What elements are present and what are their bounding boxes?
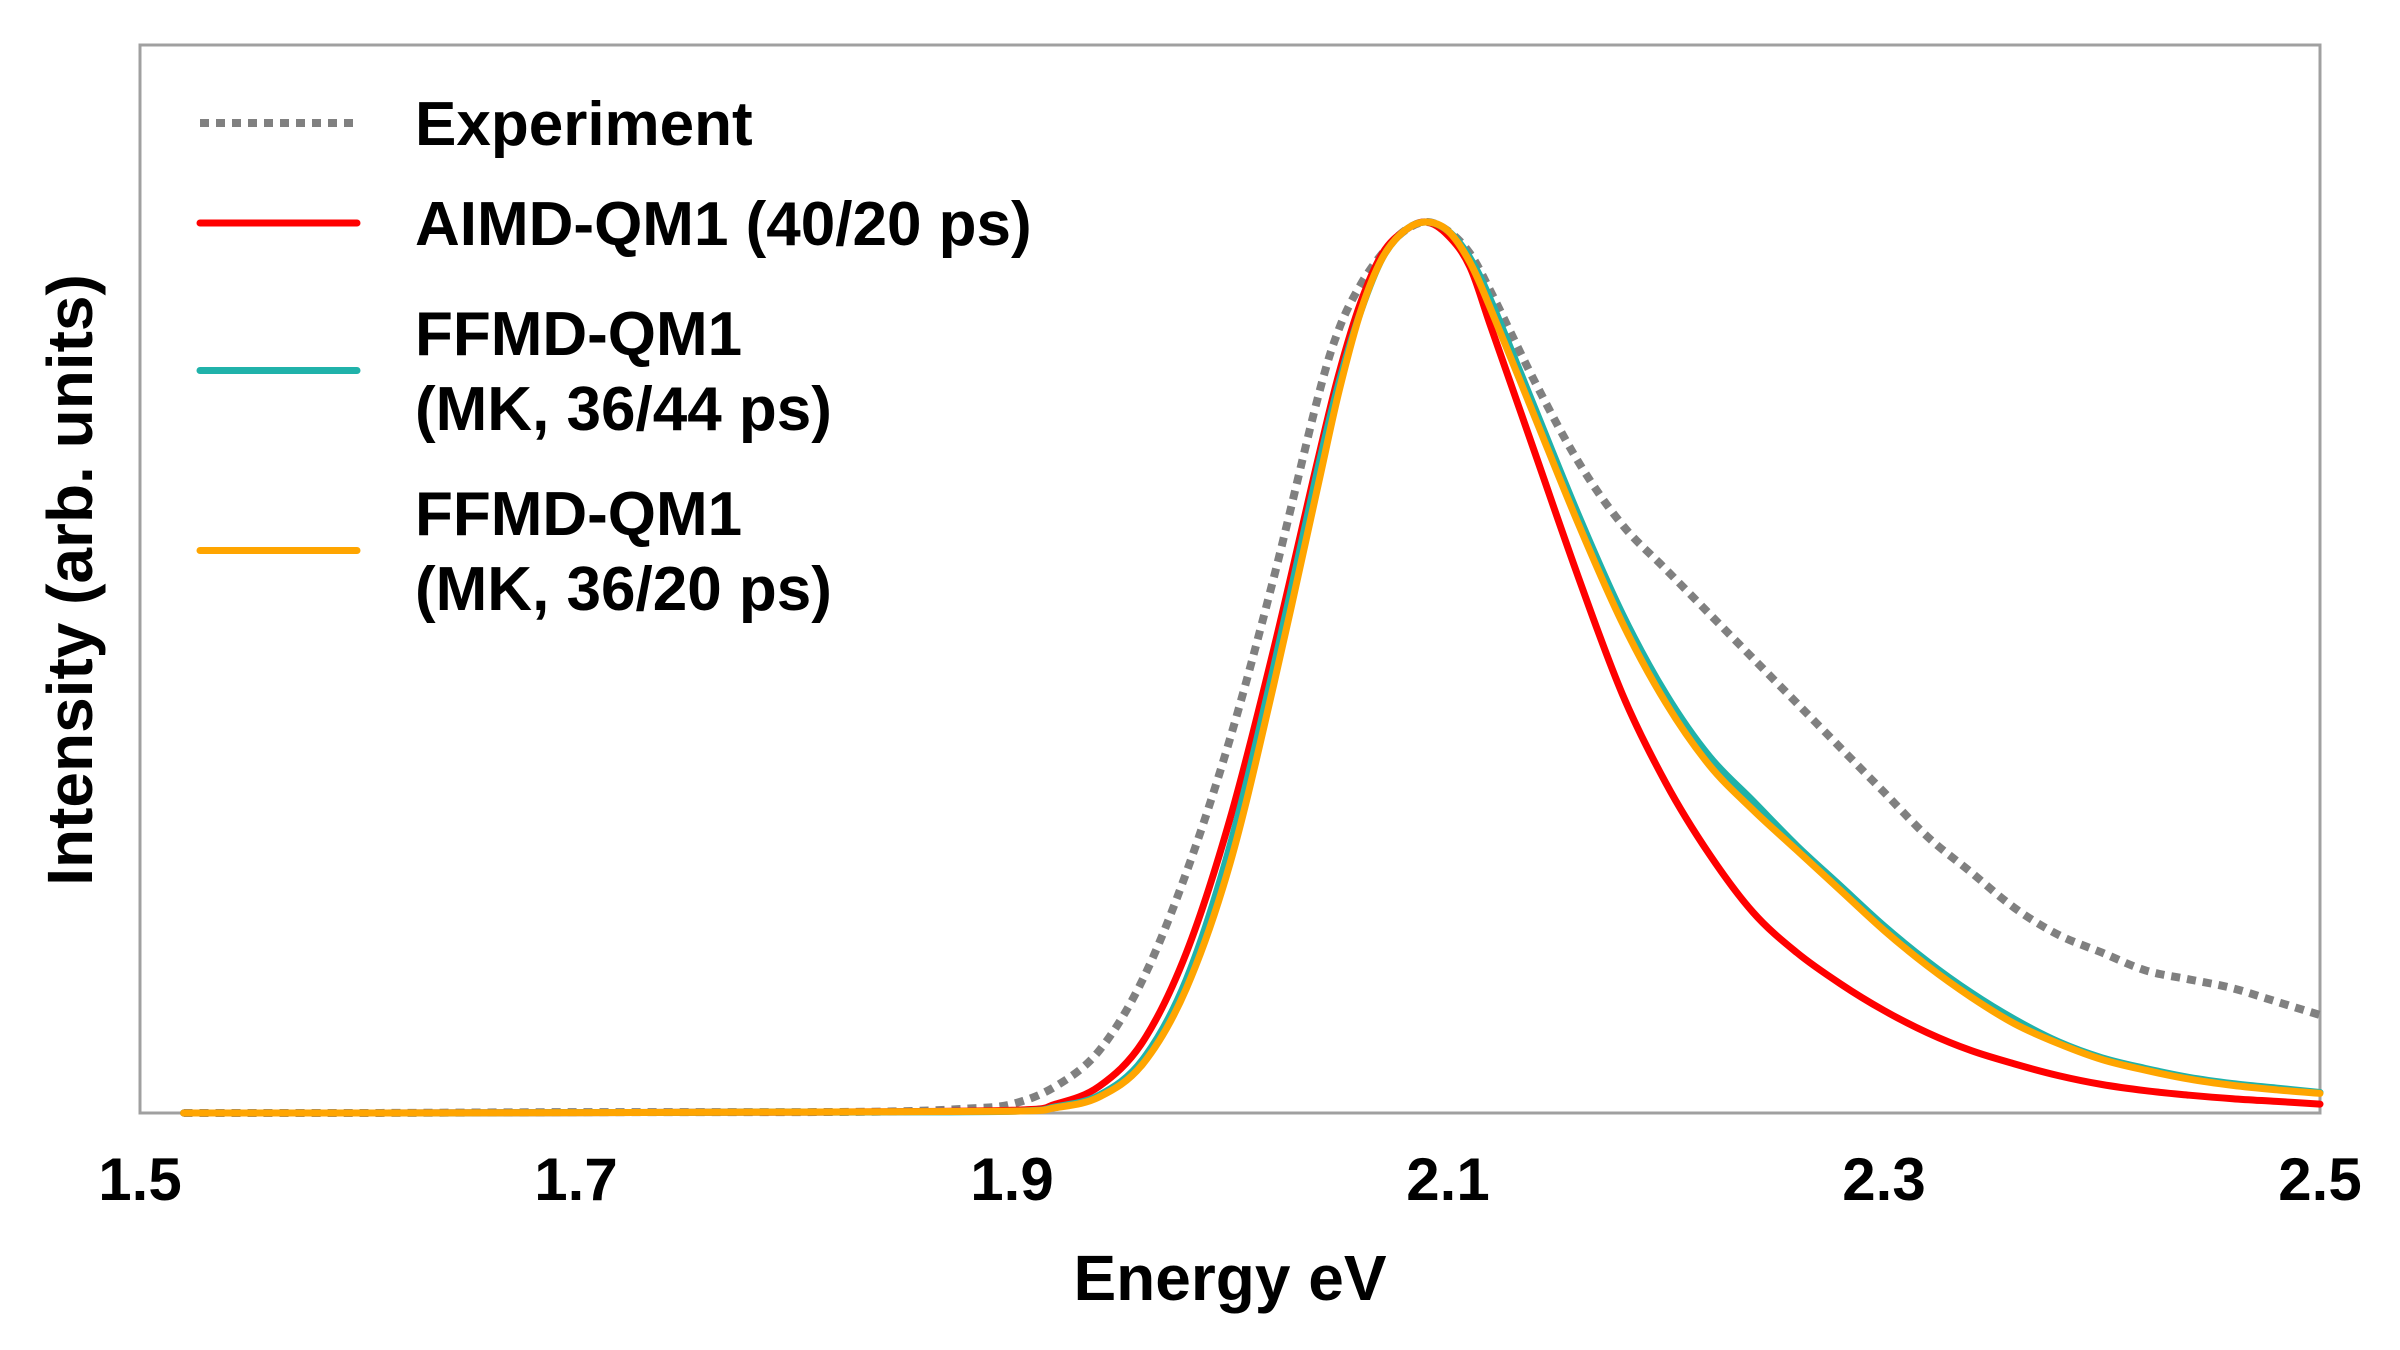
x-tick-labels: 1.5 1.7 1.9 2.1 2.3 2.5 <box>98 1146 2361 1213</box>
legend-label-2-line-1: AIMD-QM1 (40/20 ps) <box>415 190 1032 259</box>
x-tick-label: 1.7 <box>534 1146 617 1213</box>
x-tick-label: 2.1 <box>1406 1146 1489 1213</box>
legend-label-1-line-1: Experiment <box>415 90 753 159</box>
series-layer <box>180 218 2324 1118</box>
legend-label-4-line-1: FFMD-QM1 <box>415 480 742 549</box>
x-axis-title: Energy eV <box>1073 1242 1386 1314</box>
legend-label-4-line-2: (MK, 36/20 ps) <box>415 555 832 624</box>
legend-label-3-line-1: FFMD-QM1 <box>415 300 742 369</box>
series-line-4 <box>180 218 2324 1117</box>
x-tick-label: 2.3 <box>1842 1146 1925 1213</box>
x-tick-label: 1.9 <box>970 1146 1053 1213</box>
x-tick-label: 1.5 <box>98 1146 181 1213</box>
y-axis-title: Intensity (arb. units) <box>34 274 106 886</box>
x-tick-label: 2.5 <box>2278 1146 2361 1213</box>
legend-label-3-line-2: (MK, 36/44 ps) <box>415 375 832 444</box>
